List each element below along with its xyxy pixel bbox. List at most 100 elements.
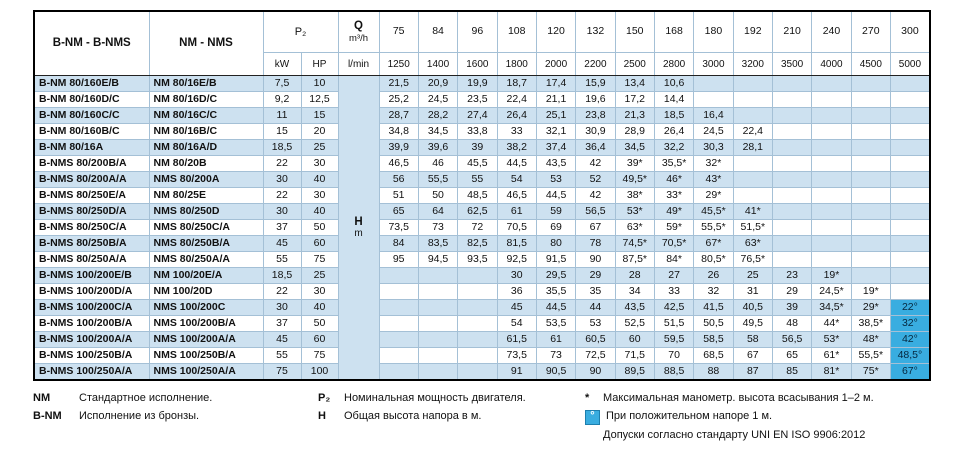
head-value: 73,5 xyxy=(378,219,419,236)
head-value: 61* xyxy=(811,347,852,364)
head-value: 43* xyxy=(693,171,734,188)
head-value: 25 xyxy=(732,267,773,284)
head-value: 55,5* xyxy=(693,219,734,236)
head-value: 64 xyxy=(417,203,459,220)
pump-row: B-NM 80/16A NM 80/16A/D 18,5 25 39,9 39,6 39 38… xyxy=(33,139,931,156)
head-value: 70,5 xyxy=(496,219,537,236)
head-value: 71,5 xyxy=(614,347,655,364)
head-value xyxy=(771,203,813,220)
head-value xyxy=(850,267,891,284)
head-value: 90 xyxy=(575,363,616,381)
head-value: 87,5* xyxy=(614,251,655,268)
head-value: 27 xyxy=(653,267,695,284)
head-value xyxy=(850,203,891,220)
head-value xyxy=(850,219,891,236)
power-kw-value: 18,5 xyxy=(262,267,302,284)
pump-row: B-NMS 100/250B/A NMS 100/250B/A 55 75 73,5 73… xyxy=(33,347,931,364)
head-value: 29 xyxy=(771,283,813,300)
head-value: 34,5* xyxy=(811,299,852,316)
power-kw-value: 45 xyxy=(262,331,302,348)
head-value: 90,5 xyxy=(535,363,577,381)
head-value xyxy=(771,91,813,108)
head-value: 56,5 xyxy=(575,203,616,220)
head-value: 21,5 xyxy=(378,75,419,92)
head-value: 51,5 xyxy=(653,315,695,332)
power-kw-value: 55 xyxy=(262,347,302,364)
head-value: 22,4 xyxy=(496,91,537,108)
head-value xyxy=(771,235,813,252)
nm-model-name: NM 100/20D xyxy=(148,283,264,300)
head-value xyxy=(457,347,498,364)
nm-model-name: NMS 100/250B/A xyxy=(148,347,264,364)
head-value: 28,2 xyxy=(417,107,459,124)
q-lmin-header-2000: 2000 xyxy=(535,52,577,76)
head-value xyxy=(889,235,931,252)
head-value: 88 xyxy=(693,363,734,381)
head-value xyxy=(732,107,773,124)
head-value: 89,5 xyxy=(614,363,655,381)
head-value xyxy=(417,283,459,300)
head-value: 15,9 xyxy=(575,75,616,92)
nm-model-name: NMS 80/250B/A xyxy=(148,235,264,252)
head-value: 46,5 xyxy=(378,155,419,172)
power-kw-value: 37 xyxy=(262,315,302,332)
bnm-model-name: B-NM 80/160C/C xyxy=(33,107,150,124)
head-value: 48,5° xyxy=(889,347,931,364)
pump-row: B-NMS 100/200C/A NMS 100/200C 30 40 45 44,5 44… xyxy=(33,299,931,316)
head-value: 67 xyxy=(732,347,773,364)
head-value: 73,5 xyxy=(496,347,537,364)
head-value: 26,4 xyxy=(653,123,695,140)
q-m3h-header-150: 150 xyxy=(614,10,655,53)
head-value: 61,5 xyxy=(496,331,537,348)
head-value: 55 xyxy=(457,171,498,188)
head-value xyxy=(850,75,891,92)
head-value: 21,3 xyxy=(614,107,655,124)
head-value xyxy=(811,203,852,220)
q-lmin-header-4000: 4000 xyxy=(811,52,852,76)
q-m3h-header-84: 84 xyxy=(417,10,459,53)
head-value xyxy=(850,91,891,108)
head-value: 87 xyxy=(732,363,773,381)
head-value: 55,5* xyxy=(850,347,891,364)
nm-model-name: NMS 80/250D xyxy=(148,203,264,220)
head-value: 23 xyxy=(771,267,813,284)
head-value: 94,5 xyxy=(417,251,459,268)
q-m3h-header-75: 75 xyxy=(378,10,419,53)
power-kw-value: 22 xyxy=(262,155,302,172)
head-value: 32° xyxy=(889,315,931,332)
head-value xyxy=(378,267,419,284)
head-value xyxy=(889,107,931,124)
head-value: 35 xyxy=(575,283,616,300)
head-value xyxy=(889,139,931,156)
pump-row: B-NMS 80/250C/A NMS 80/250C/A 37 50 73,5 73 72… xyxy=(33,219,931,236)
head-value: 59* xyxy=(653,219,695,236)
head-value xyxy=(811,219,852,236)
head-value xyxy=(889,203,931,220)
head-value xyxy=(457,267,498,284)
head-value xyxy=(457,283,498,300)
head-value: 25,2 xyxy=(378,91,419,108)
head-value: 31 xyxy=(732,283,773,300)
q-lmin-header-3000: 3000 xyxy=(693,52,734,76)
col-header-q: Q m³/h xyxy=(337,10,380,53)
legend-term-bnm: B-NM xyxy=(33,410,62,422)
head-value: 21,1 xyxy=(535,91,577,108)
legend-item-h: H Общая высота напора в м. xyxy=(318,409,585,424)
power-hp-value: 75 xyxy=(300,251,339,268)
bnm-model-name: B-NMS 80/250A/A xyxy=(33,251,150,268)
legend-desc-tolerance: Допуски согласно стандарту UNI EN ISO 99… xyxy=(603,429,866,441)
head-value: 88,5 xyxy=(653,363,695,381)
head-value xyxy=(850,123,891,140)
head-value xyxy=(693,75,734,92)
head-value: 81,5 xyxy=(496,235,537,252)
nm-model-name: NM 80/16B/C xyxy=(148,123,264,140)
nm-model-name: NM 80/16D/C xyxy=(148,91,264,108)
col-header-p2: P₂ xyxy=(262,10,339,53)
head-value: 53 xyxy=(535,171,577,188)
nm-model-name: NMS 80/250A/A xyxy=(148,251,264,268)
head-value: 73 xyxy=(417,219,459,236)
bnm-model-name: B-NMS 80/200B/A xyxy=(33,155,150,172)
head-value: 70,5* xyxy=(653,235,695,252)
head-value: 22,4 xyxy=(732,123,773,140)
